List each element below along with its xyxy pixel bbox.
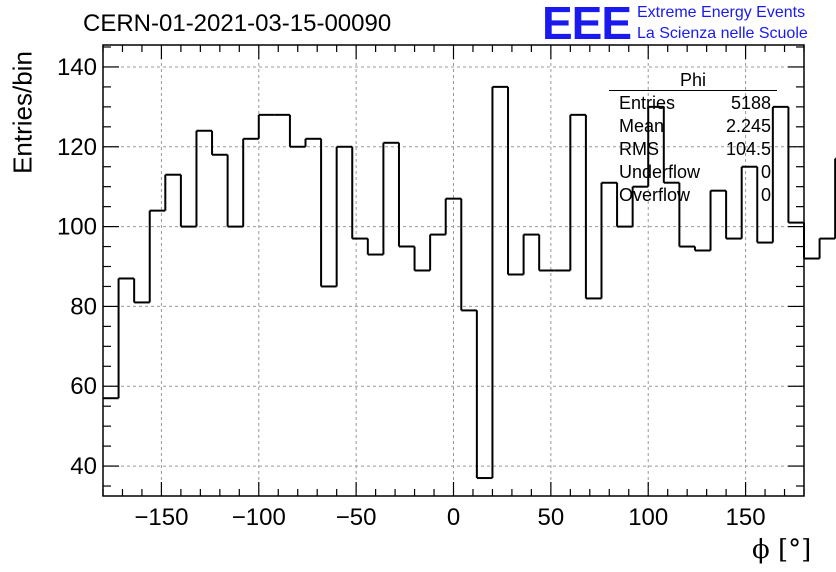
stats-value: 5188 (730, 93, 771, 113)
y-tick-label: 140 (57, 54, 97, 81)
y-tick-label: 80 (70, 293, 97, 320)
chart-title: CERN-01-2021-03-15-00090 (83, 10, 392, 37)
stats-box: Phi Entries 5188 Mean 2.245 RMS 104.5 Un… (609, 70, 777, 207)
x-tick-label: 100 (628, 504, 668, 531)
y-tick-label: 60 (70, 373, 97, 400)
stats-row-overflow: Overflow 0 (609, 184, 777, 207)
stats-label: RMS (619, 139, 659, 159)
stats-label: Overflow (619, 185, 691, 205)
x-axis-label: ϕ [°] (752, 535, 812, 565)
x-tick-label: −150 (134, 504, 188, 531)
x-tick-label: 50 (538, 504, 565, 531)
stats-value: 104.5 (725, 139, 771, 159)
eee-logo: EEE (542, 0, 632, 49)
stats-row-rms: RMS 104.5 (609, 138, 777, 161)
x-tick-label: −50 (336, 504, 377, 531)
stats-row-mean: Mean 2.245 (609, 115, 777, 138)
stats-label: Entries (619, 93, 676, 113)
y-axis-label: Entries/bin (7, 51, 38, 174)
stats-value: 0 (760, 185, 771, 205)
stats-row-underflow: Underflow 0 (609, 161, 777, 184)
stats-value: 2.245 (725, 116, 771, 136)
stats-row-entries: Entries 5188 (609, 92, 777, 115)
logo-line-2: La Scienza nelle Scuole (637, 25, 808, 42)
stats-title: Phi (609, 70, 777, 91)
y-tick-label: 40 (70, 453, 97, 480)
x-tick-label: 150 (726, 504, 766, 531)
y-tick-label: 100 (57, 214, 97, 241)
logo-line-1: Extreme Energy Events (637, 4, 806, 21)
stats-value: 0 (760, 162, 771, 182)
stats-label: Mean (619, 116, 665, 136)
x-tick-label: 0 (447, 504, 460, 531)
x-tick-label: −100 (232, 504, 286, 531)
stats-label: Underflow (619, 162, 701, 182)
y-tick-label: 120 (57, 134, 97, 161)
